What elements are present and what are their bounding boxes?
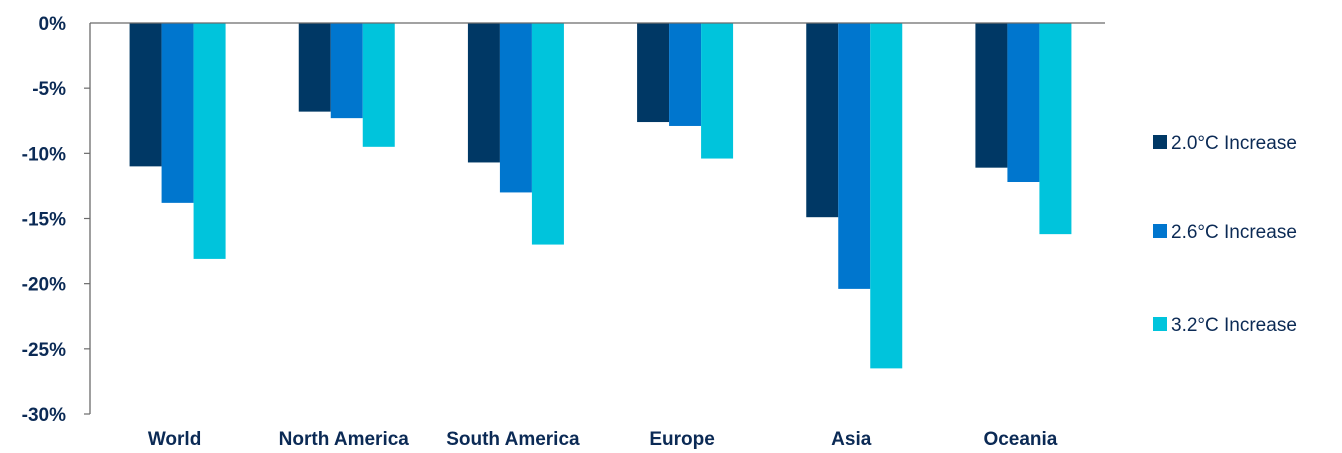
bar (467, 23, 500, 163)
legend: 2.0°C Increase 2.6°C Increase 3.2°C Increa… (1153, 133, 1297, 336)
legend-label: 2.6°C Increase (1171, 222, 1297, 243)
bar (499, 23, 532, 193)
bar (806, 23, 839, 218)
y-tick-label: -10% (22, 144, 66, 165)
axes (89, 22, 1105, 414)
bar (838, 23, 871, 289)
category-label: South America (446, 429, 580, 450)
category-label: North America (279, 429, 410, 450)
category-labels: World North America South America Europe Asi… (148, 429, 1058, 450)
y-tick-label: -5% (32, 79, 66, 100)
bar (161, 23, 194, 203)
category-label: Europe (649, 429, 714, 450)
bar (669, 23, 702, 126)
bar (531, 23, 564, 245)
legend-swatch (1153, 317, 1167, 331)
category-label: Oceania (983, 429, 1057, 450)
y-tick-label: 0% (39, 14, 67, 35)
y-tick-label: -30% (22, 405, 66, 426)
category-label: World (148, 429, 201, 450)
bar (362, 23, 395, 147)
legend-label: 3.2°C Increase (1171, 315, 1297, 336)
bar (129, 23, 162, 167)
legend-swatch (1153, 135, 1167, 149)
bar (1039, 23, 1072, 235)
bar (330, 23, 363, 119)
bars-group (129, 23, 1072, 369)
y-axis-ticks: 0% -5% -10% -15% -20% -25% -30% (22, 14, 90, 426)
bar (870, 23, 903, 369)
legend-swatch (1153, 224, 1167, 238)
y-tick-label: -25% (22, 340, 66, 361)
bar (975, 23, 1008, 168)
category-label: Asia (831, 429, 872, 450)
bar (193, 23, 226, 259)
bar (701, 23, 734, 159)
y-tick-label: -20% (22, 275, 66, 296)
y-tick-label: -15% (22, 210, 66, 231)
bar (298, 23, 331, 112)
bar (1007, 23, 1040, 183)
legend-label: 2.0°C Increase (1171, 133, 1297, 154)
bar (637, 23, 670, 123)
